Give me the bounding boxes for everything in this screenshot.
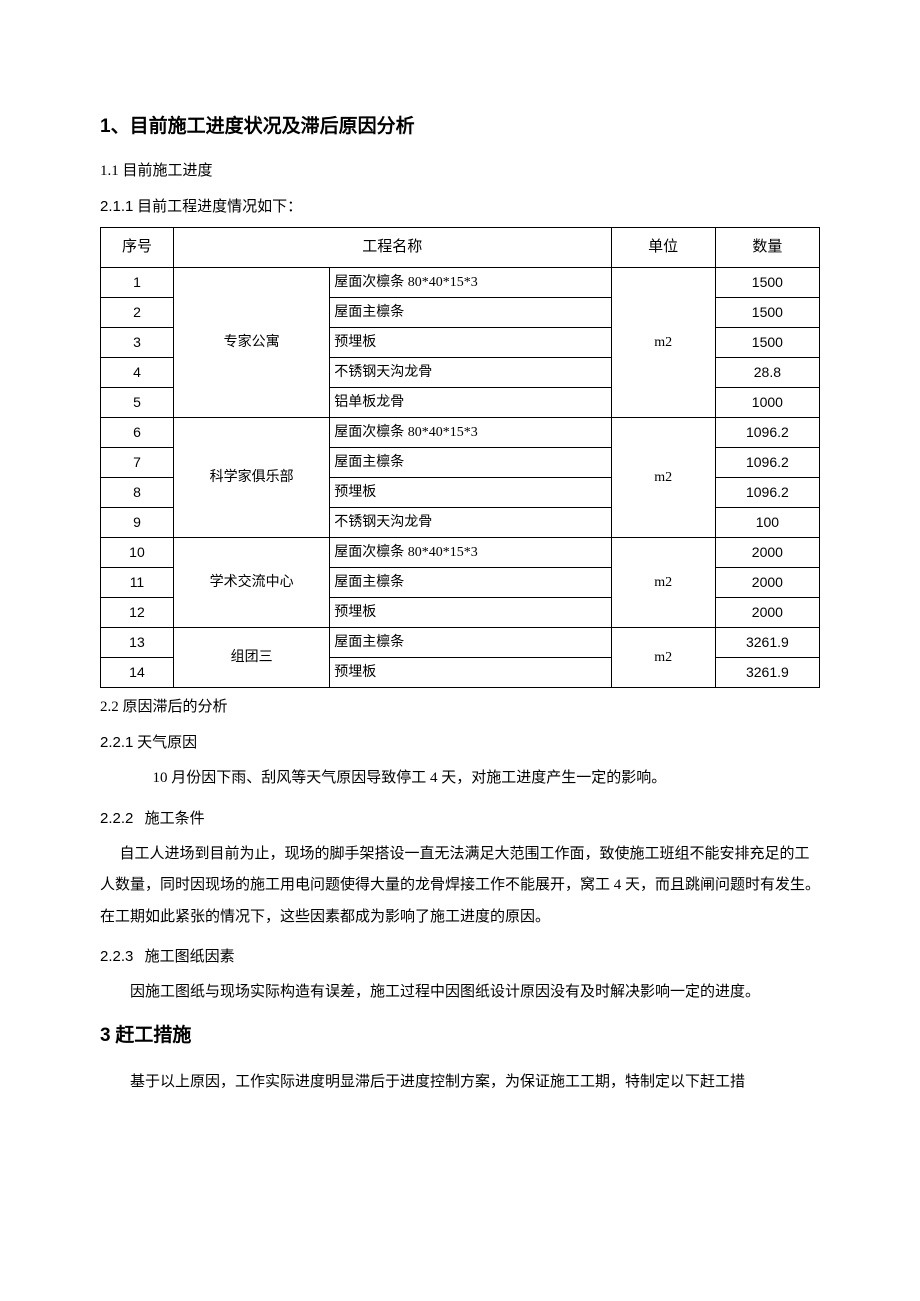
- cell-qty: 1096.2: [715, 478, 819, 508]
- cell-seq: 5: [101, 388, 174, 418]
- cell-seq: 7: [101, 448, 174, 478]
- section-1-1-title: 目前施工进度: [123, 163, 213, 179]
- heading-3-num: 3: [100, 1025, 111, 1046]
- cell-qty: 1500: [715, 268, 819, 298]
- section-2-2-num: 2.2: [100, 699, 119, 715]
- section-1-1: 1.1 目前施工进度: [100, 158, 820, 185]
- cell-item: 屋面主檩条: [330, 448, 611, 478]
- cell-unit: m2: [611, 268, 715, 418]
- heading-1: 1、目前施工进度状况及滞后原因分析: [100, 110, 820, 144]
- section-2-1-1-num: 2.1.1: [100, 198, 133, 215]
- cell-seq: 3: [101, 328, 174, 358]
- th-qty: 数量: [715, 228, 819, 268]
- cell-seq: 9: [101, 508, 174, 538]
- section-2-2-3: 2.2.3 施工图纸因素: [100, 943, 820, 971]
- th-seq: 序号: [101, 228, 174, 268]
- cell-unit: m2: [611, 538, 715, 628]
- cell-item: 预埋板: [330, 328, 611, 358]
- table-row: 13组团三屋面主檩条m23261.9: [101, 628, 820, 658]
- th-unit: 单位: [611, 228, 715, 268]
- cell-qty: 1096.2: [715, 418, 819, 448]
- cell-unit: m2: [611, 418, 715, 538]
- heading-3-text: 赶工措施: [115, 1025, 191, 1046]
- cell-item: 不锈钢天沟龙骨: [330, 358, 611, 388]
- heading-1-sep: 、: [111, 116, 130, 137]
- table-row: 10学术交流中心屋面次檩条 80*40*15*3m22000: [101, 538, 820, 568]
- section-3-body: 基于以上原因，工作实际进度明显滞后于进度控制方案，为保证施工工期，特制定以下赶工…: [100, 1067, 820, 1099]
- heading-1-num: 1: [100, 116, 111, 137]
- cell-item: 屋面次檩条 80*40*15*3: [330, 418, 611, 448]
- section-2-2-2-title: 施工条件: [145, 811, 205, 827]
- table-row: 1专家公寓屋面次檩条 80*40*15*3m21500: [101, 268, 820, 298]
- cell-qty: 1000: [715, 388, 819, 418]
- section-2-1-1: 2.1.1 目前工程进度情况如下：: [100, 193, 820, 221]
- cell-item: 屋面主檩条: [330, 298, 611, 328]
- section-2-2-2-body: 自工人进场到目前为止，现场的脚手架搭设一直无法满足大范围工作面，致使施工班组不能…: [100, 839, 820, 934]
- cell-item: 屋面次檩条 80*40*15*3: [330, 538, 611, 568]
- table-row: 6科学家俱乐部屋面次檩条 80*40*15*3m21096.2: [101, 418, 820, 448]
- section-1-1-num: 1.1: [100, 163, 119, 179]
- cell-seq: 6: [101, 418, 174, 448]
- cell-seq: 14: [101, 658, 174, 688]
- cell-group: 组团三: [173, 628, 329, 688]
- cell-seq: 10: [101, 538, 174, 568]
- section-2-2-3-title: 施工图纸因素: [145, 949, 235, 965]
- section-2-2-1-body: 10 月份因下雨、刮风等天气原因导致停工 4 天，对施工进度产生一定的影响。: [100, 763, 820, 795]
- cell-seq: 4: [101, 358, 174, 388]
- section-2-2-3-num: 2.2.3: [100, 948, 133, 965]
- section-2-2-title: 原因滞后的分析: [123, 699, 228, 715]
- th-name: 工程名称: [173, 228, 611, 268]
- cell-item: 预埋板: [330, 658, 611, 688]
- cell-item: 屋面主檩条: [330, 628, 611, 658]
- section-2-2-2: 2.2.2 施工条件: [100, 805, 820, 833]
- cell-qty: 1096.2: [715, 448, 819, 478]
- section-2-2-3-body: 因施工图纸与现场实际构造有误差，施工过程中因图纸设计原因没有及时解决影响一定的进…: [100, 977, 820, 1009]
- cell-qty: 2000: [715, 598, 819, 628]
- cell-group: 专家公寓: [173, 268, 329, 418]
- cell-qty: 3261.9: [715, 658, 819, 688]
- progress-table: 序号 工程名称 单位 数量 1专家公寓屋面次檩条 80*40*15*3m2150…: [100, 227, 820, 688]
- section-2-2: 2.2 原因滞后的分析: [100, 694, 820, 721]
- cell-seq: 12: [101, 598, 174, 628]
- cell-qty: 1500: [715, 298, 819, 328]
- cell-qty: 2000: [715, 568, 819, 598]
- section-2-2-1: 2.2.1 天气原因: [100, 729, 820, 757]
- cell-item: 预埋板: [330, 478, 611, 508]
- section-2-2-1-num: 2.2.1: [100, 734, 133, 751]
- cell-item: 屋面次檩条 80*40*15*3: [330, 268, 611, 298]
- table-header-row: 序号 工程名称 单位 数量: [101, 228, 820, 268]
- cell-qty: 1500: [715, 328, 819, 358]
- cell-seq: 8: [101, 478, 174, 508]
- heading-3: 3 赶工措施: [100, 1019, 820, 1053]
- cell-unit: m2: [611, 628, 715, 688]
- cell-seq: 13: [101, 628, 174, 658]
- cell-seq: 11: [101, 568, 174, 598]
- cell-qty: 3261.9: [715, 628, 819, 658]
- section-2-2-1-title: 天气原因: [137, 735, 197, 751]
- cell-group: 学术交流中心: [173, 538, 329, 628]
- heading-1-text: 目前施工进度状况及滞后原因分析: [130, 116, 415, 137]
- cell-item: 预埋板: [330, 598, 611, 628]
- cell-seq: 2: [101, 298, 174, 328]
- cell-qty: 2000: [715, 538, 819, 568]
- cell-qty: 100: [715, 508, 819, 538]
- cell-seq: 1: [101, 268, 174, 298]
- section-2-1-1-title: 目前工程进度情况如下：: [137, 199, 302, 215]
- cell-group: 科学家俱乐部: [173, 418, 329, 538]
- cell-qty: 28.8: [715, 358, 819, 388]
- cell-item: 铝单板龙骨: [330, 388, 611, 418]
- section-2-2-2-num: 2.2.2: [100, 810, 133, 827]
- cell-item: 不锈钢天沟龙骨: [330, 508, 611, 538]
- cell-item: 屋面主檩条: [330, 568, 611, 598]
